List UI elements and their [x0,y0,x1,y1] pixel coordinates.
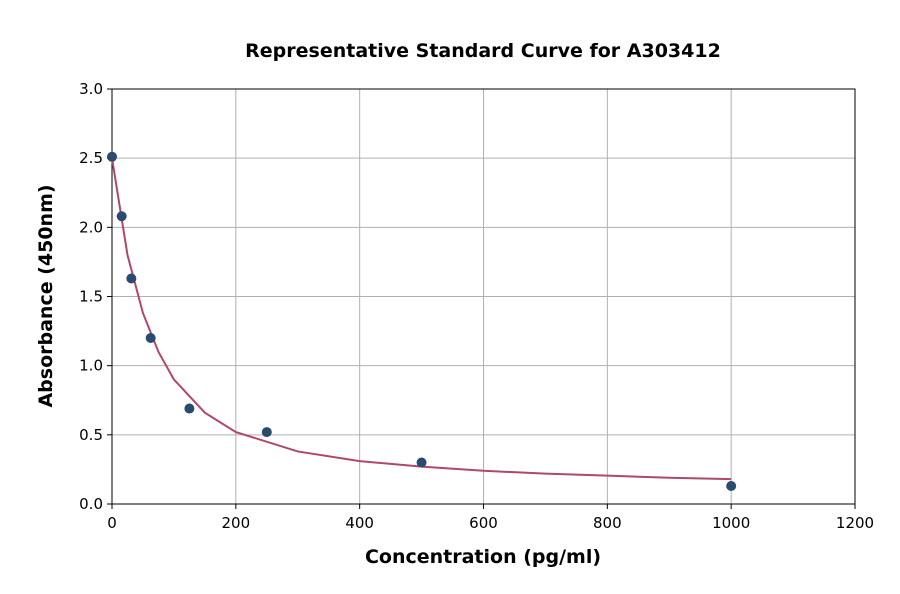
fit-curve [111,158,732,481]
x-tick-label: 1000 [712,514,750,532]
data-point [261,427,272,438]
data-point [726,481,737,492]
data-point [145,333,156,343]
data-point [116,211,127,222]
x-tick-label: 600 [469,514,498,532]
data-point [184,403,195,414]
y-tick-label: 3.0 [79,80,103,98]
y-tick-label: 1.5 [79,288,103,306]
x-tick-label: 400 [345,514,374,532]
x-axis-label: Concentration (pg/ml) [365,546,601,568]
x-tick-label: 800 [593,514,622,532]
chart-title: Representative Standard Curve for A30341… [245,40,721,62]
x-tick-label: 0 [107,514,117,532]
x-tick-label: 1200 [836,514,874,532]
data-point [126,273,137,284]
y-tick-label: 0.0 [79,495,103,513]
plot-frame [111,88,856,505]
x-tick-label: 200 [222,514,251,532]
data-point [416,457,427,468]
y-tick-label: 2.0 [79,218,103,236]
y-tick-label: 2.5 [79,149,103,167]
y-axis-label: Absorbance (450nm) [35,184,57,407]
y-tick-label: 0.5 [79,426,103,444]
y-tick-label: 1.0 [79,357,103,375]
data-point [107,151,117,162]
